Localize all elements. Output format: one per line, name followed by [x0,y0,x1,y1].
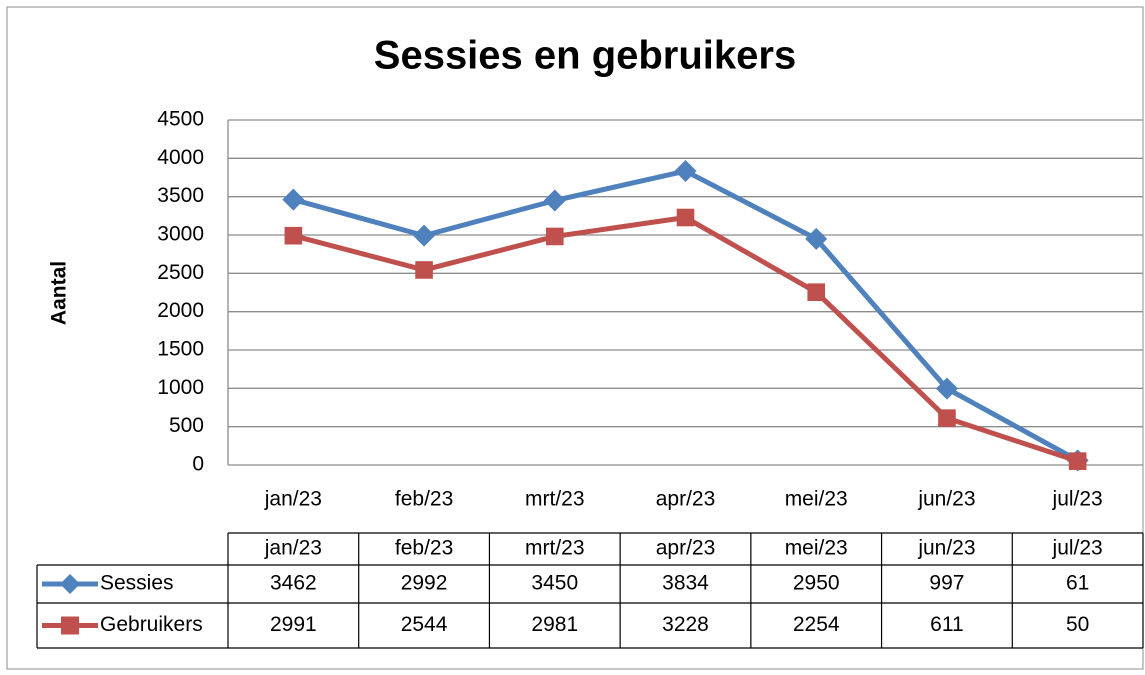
marker [282,188,305,211]
table-header: jul/23 [1052,537,1103,560]
table-value: 611 [930,613,963,636]
x-tick-label: jan/23 [264,488,322,511]
table-value: 3834 [662,572,709,595]
y-tick-label: 2000 [157,299,204,322]
table-value: 3462 [270,572,317,595]
y-tick-label: 2500 [157,261,204,284]
marker [413,224,436,247]
legend-marker [60,574,80,594]
table-value: 2544 [401,613,448,636]
table-value: 2254 [793,613,840,636]
y-tick-label: 3500 [157,184,204,207]
y-tick-label: 3000 [157,223,204,246]
marker [805,227,828,250]
marker [807,283,826,301]
table-value: 3450 [531,572,578,595]
chart-title: Sessies en gebruikers [374,34,796,78]
marker [543,189,566,212]
table-value: 2991 [270,613,317,636]
y-tick-label: 500 [169,414,204,437]
marker [1068,452,1087,470]
table-value: 61 [1066,572,1089,595]
marker [676,208,695,227]
table-header: jun/23 [917,537,975,560]
y-tick-label: 4500 [157,108,204,131]
marker [938,409,956,427]
x-tick-label: feb/23 [395,488,453,511]
y-tick-label: 1000 [157,376,204,399]
legend-marker [61,616,79,635]
table-header: apr/23 [656,537,716,560]
x-tick-label: mei/23 [785,488,848,511]
marker [674,160,697,183]
x-tick-label: apr/23 [656,488,716,511]
table-header: mei/23 [785,537,848,560]
legend-label: Gebruikers [100,613,203,636]
x-tick-label: jun/23 [917,488,975,511]
y-axis-label: Aantal [48,261,71,325]
marker [935,377,958,400]
chart-border [6,6,1144,670]
table-value: 2950 [793,572,840,595]
x-tick-label: mrt/23 [525,488,585,511]
marker [284,226,303,245]
y-tick-label: 1500 [157,338,204,361]
table-value: 2992 [401,572,448,595]
marker [415,261,433,279]
y-tick-label: 4000 [157,146,204,169]
table-value: 50 [1066,613,1089,636]
table-header: feb/23 [395,537,453,560]
x-tick-label: jul/23 [1052,488,1103,511]
table-value: 3228 [662,613,709,636]
marker [545,227,564,246]
table-value: 997 [929,572,964,595]
legend-label: Sessies [100,572,174,595]
y-tick-label: 0 [192,453,204,476]
table-value: 2981 [531,613,578,636]
table-header: jan/23 [264,537,322,560]
table-header: mrt/23 [525,537,585,560]
